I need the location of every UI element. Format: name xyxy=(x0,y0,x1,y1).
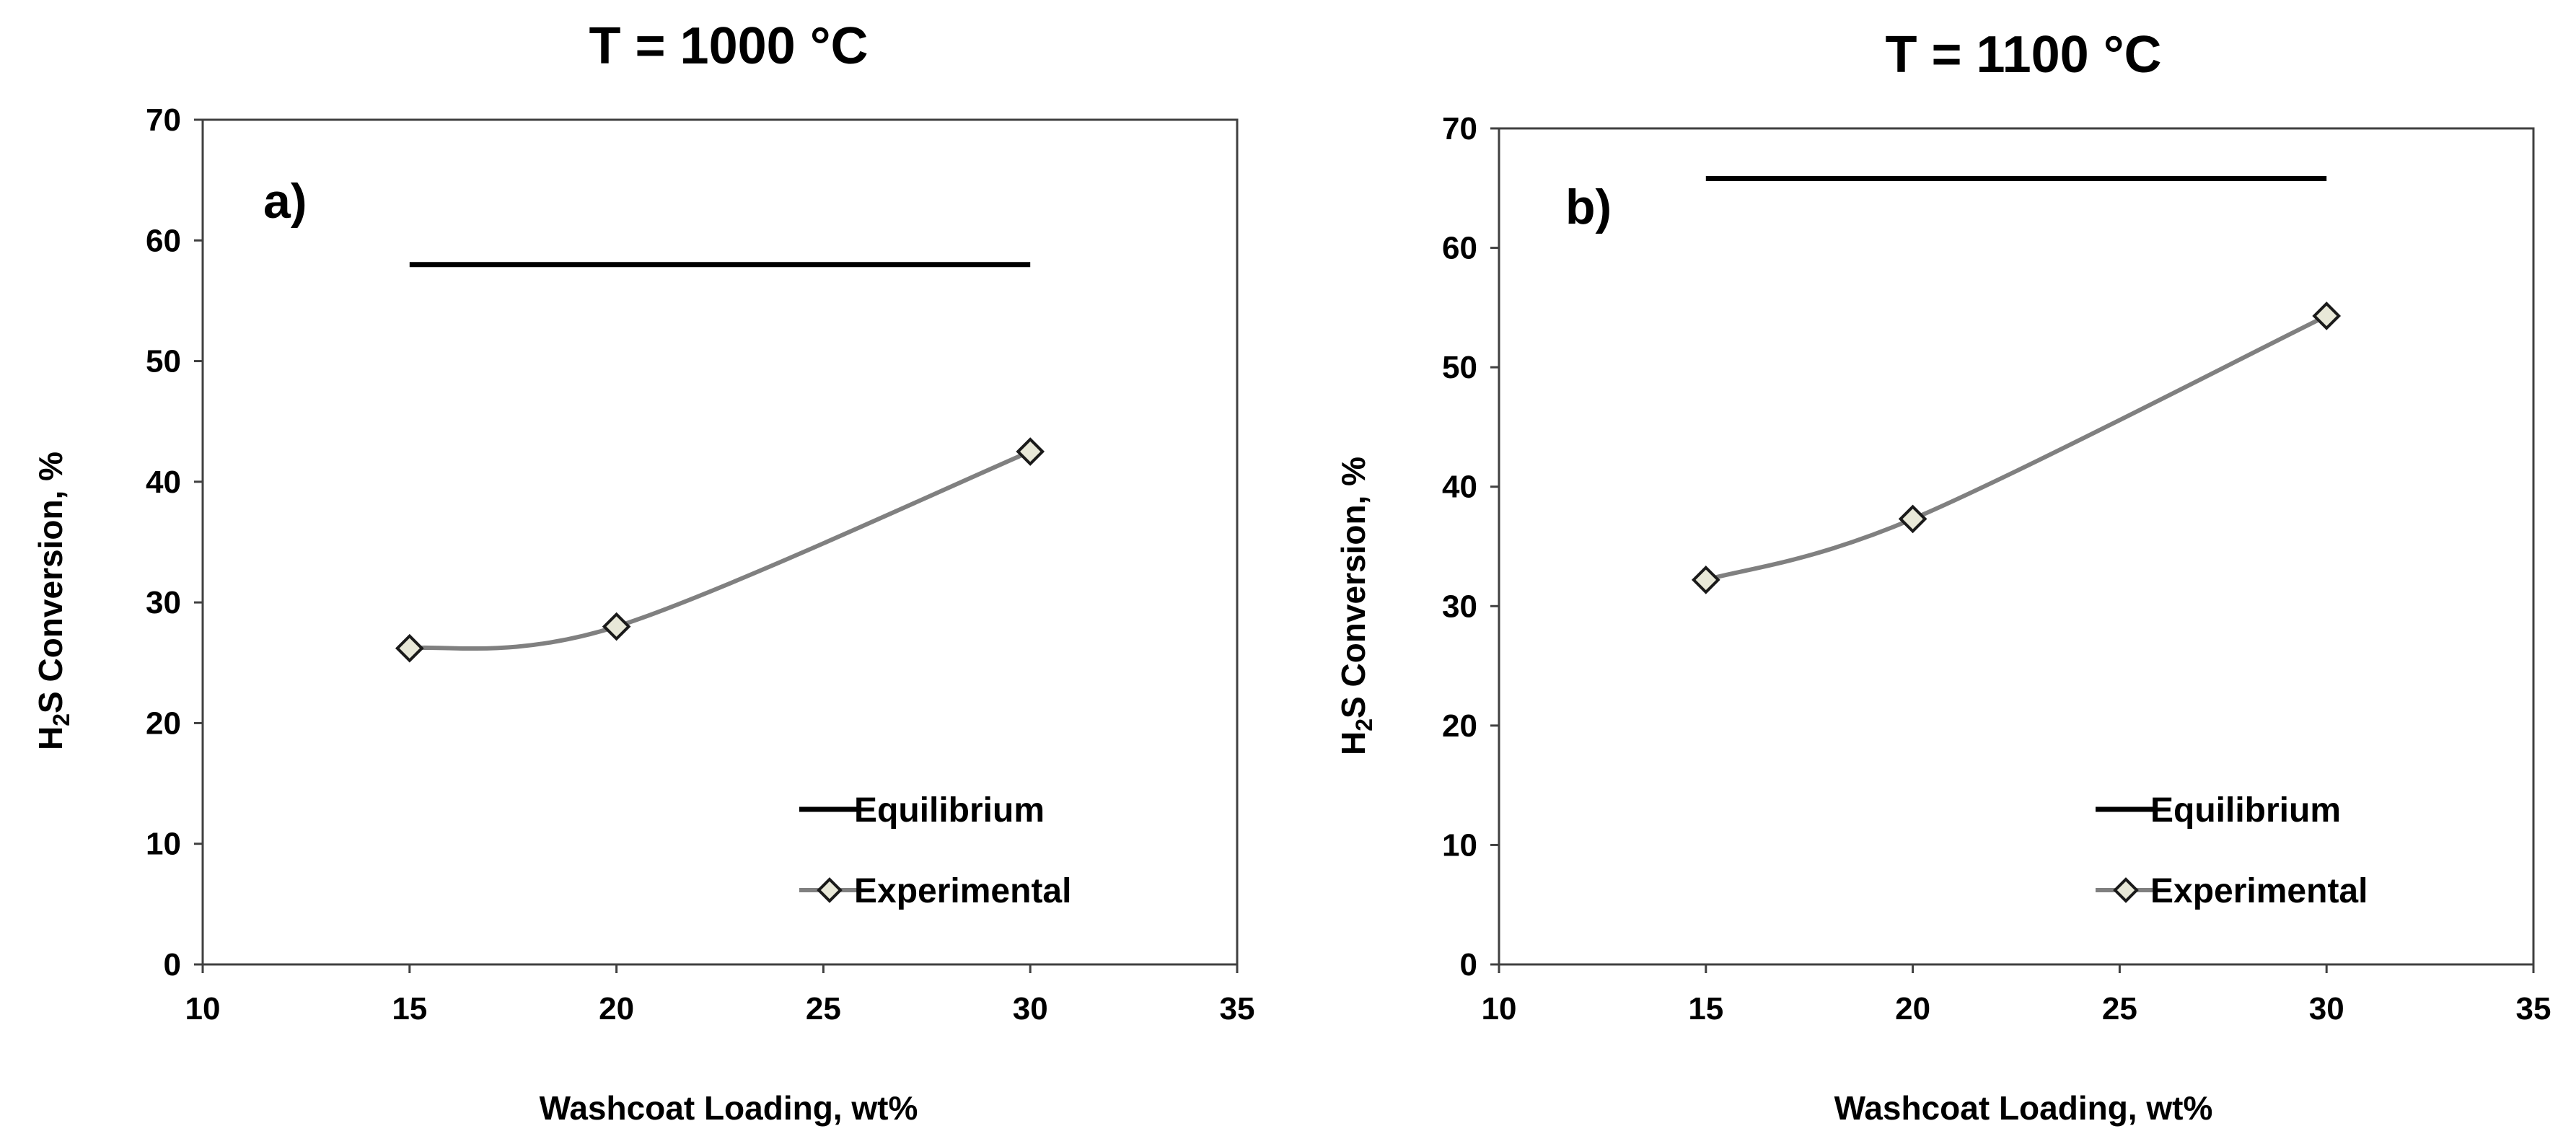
chart-b-x-tick-label: 35 xyxy=(2516,991,2551,1026)
chart-a: T = 1000 °C a) Washcoat Loading, wt% H2S… xyxy=(32,17,1254,1127)
chart-b-y-label-suffix: S Conversion, % xyxy=(1335,457,1372,718)
chart-a-plot-area xyxy=(201,118,1239,966)
chart-b-legend-equilibrium-label: Equilibrium xyxy=(2150,791,2341,830)
chart-a-y-tick-label: 10 xyxy=(146,827,181,862)
chart-b-experimental-line xyxy=(1705,314,2328,582)
chart-a-x-tick-label: 35 xyxy=(1220,991,1255,1026)
chart-b-y-tick-label: 0 xyxy=(1460,947,1477,982)
chart-b-panel-label: b) xyxy=(1565,180,1612,234)
chart-b-series xyxy=(1691,176,2342,594)
chart-a-legend-experimental-marker xyxy=(817,877,843,903)
chart-a-x-axis-label: Washcoat Loading, wt% xyxy=(540,1089,918,1127)
chart-b-legend: Equilibrium Experimental xyxy=(2096,791,2368,910)
chart-a-y-tick-label: 20 xyxy=(146,705,181,741)
chart-b-y-label-subscript: 2 xyxy=(1351,718,1377,731)
chart-b-x-tick-label: 20 xyxy=(1895,991,1930,1026)
chart-a-x-tick-label: 20 xyxy=(599,991,634,1026)
chart-a-y-ticks: 0 10 20 30 40 50 60 70 xyxy=(146,102,203,982)
chart-b-y-tick-label: 10 xyxy=(1442,827,1477,863)
chart-b-x-tick-label: 15 xyxy=(1688,991,1723,1026)
chart-a-x-tick-label: 25 xyxy=(806,991,841,1026)
chart-a-y-label-subscript: 2 xyxy=(48,713,74,726)
chart-b-x-ticks: 10 15 20 25 30 35 xyxy=(1482,964,2551,1026)
chart-a-y-tick-label: 70 xyxy=(146,102,181,138)
chart-a-experimental-point xyxy=(602,612,631,641)
chart-a-y-label-suffix: S Conversion, % xyxy=(32,452,69,713)
chart-b-y-tick-label: 50 xyxy=(1442,350,1477,385)
chart-b-x-tick-label: 25 xyxy=(2102,991,2137,1026)
chart-b-legend-experimental-marker xyxy=(2113,877,2139,903)
chart-b-plot-area xyxy=(1498,127,2535,966)
chart-a-legend-experimental-label: Experimental xyxy=(854,872,1071,910)
chart-a-title: T = 1000 °C xyxy=(589,17,869,75)
chart-b-y-label-prefix: H xyxy=(1335,731,1372,755)
chart-a-x-tick-label: 10 xyxy=(185,991,221,1026)
chart-b-experimental-point xyxy=(2312,302,2342,330)
chart-a-experimental-point xyxy=(395,633,424,663)
chart-b-y-tick-label: 20 xyxy=(1442,708,1477,744)
chart-b-y-tick-label: 70 xyxy=(1442,111,1477,146)
chart-a-y-axis-label: H2S Conversion, % xyxy=(32,452,74,750)
chart-a-legend: Equilibrium Experimental xyxy=(799,791,1071,910)
chart-b-y-tick-label: 30 xyxy=(1442,589,1477,624)
chart-b-y-tick-label: 40 xyxy=(1442,470,1477,505)
chart-b-experimental-point xyxy=(1691,566,1720,594)
chart-b: T = 1100 °C b) Washcoat Loading, wt% H2S… xyxy=(1335,26,2551,1127)
chart-a-experimental-line xyxy=(409,449,1032,651)
chart-b-x-axis-label: Washcoat Loading, wt% xyxy=(1834,1089,2213,1127)
chart-a-x-tick-label: 15 xyxy=(392,991,427,1026)
chart-a-x-tick-label: 30 xyxy=(1013,991,1048,1026)
chart-a-experimental-point xyxy=(1016,437,1045,466)
chart-a-y-tick-label: 0 xyxy=(164,947,181,982)
chart-b-y-ticks: 0 10 20 30 40 50 60 70 xyxy=(1442,111,1499,982)
chart-b-y-tick-label: 60 xyxy=(1442,231,1477,266)
chart-b-experimental-point xyxy=(1898,504,1927,534)
chart-a-y-label-prefix: H xyxy=(32,726,69,750)
chart-b-y-axis-label: H2S Conversion, % xyxy=(1335,457,1377,755)
chart-a-y-tick-label: 40 xyxy=(146,465,181,500)
chart-a-legend-equilibrium-label: Equilibrium xyxy=(854,791,1045,830)
chart-a-series xyxy=(395,262,1045,663)
chart-b-x-tick-label: 10 xyxy=(1482,991,1517,1026)
chart-a-y-tick-label: 50 xyxy=(146,344,181,379)
chart-a-y-tick-label: 30 xyxy=(146,585,181,620)
chart-a-y-tick-label: 60 xyxy=(146,223,181,258)
chart-b-title: T = 1100 °C xyxy=(1885,26,2161,84)
chart-b-legend-experimental-label: Experimental xyxy=(2150,872,2368,910)
chart-a-panel-label: a) xyxy=(263,174,307,229)
chart-a-x-ticks: 10 15 20 25 30 35 xyxy=(185,964,1255,1026)
chart-b-x-tick-label: 30 xyxy=(2309,991,2344,1026)
